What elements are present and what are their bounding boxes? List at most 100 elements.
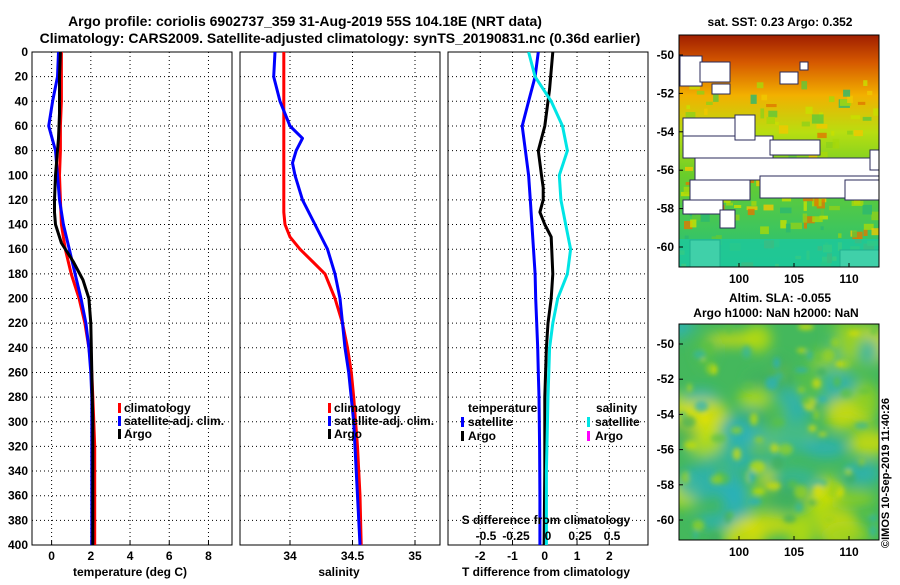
sst-tick-labels: 100 105 110 -50 -52 -54 -56 -58 -60 [657, 48, 859, 286]
y-tick-label: 200 [8, 292, 28, 306]
sla-speck [858, 389, 871, 394]
header-line2: Climatology: CARS2009. Satellite-adjuste… [40, 30, 641, 46]
sst-pixel [696, 90, 705, 95]
map-x-tick-label: 105 [784, 272, 804, 286]
cloud-gap [682, 135, 774, 159]
difference-panel: -2 -1 0 1 2 temperature salinitysatelliteArgo… [447, 51, 649, 579]
sst-pixel [803, 196, 814, 202]
map-y-tick-label: -54 [657, 125, 675, 139]
x-tick-label: 6 [166, 549, 173, 563]
cloud-gap [711, 83, 731, 95]
sst-pixel [685, 112, 696, 121]
sst-pixel [819, 151, 828, 162]
series-line-climatology [282, 52, 363, 545]
x-tick-label: 4 [127, 549, 134, 563]
sst-south-band [679, 239, 879, 267]
sla-blob [743, 325, 772, 353]
map-x-tick-label: 110 [839, 545, 859, 559]
sst-map-frame [678, 34, 880, 268]
sla-speck [816, 496, 823, 507]
sst-map-image [679, 35, 879, 267]
map-y-tick-label: -56 [657, 163, 675, 177]
y-tick-label: 240 [8, 341, 28, 355]
sst-pixel [820, 209, 825, 217]
sst-pixel [839, 99, 852, 106]
sla-speck [730, 426, 743, 435]
temperature-tick-labels: 0 2 4 6 8 [48, 549, 212, 563]
sst-map-panel: sat. SST: 0.23 Argo: 0.352 100 105 110 -50 -… [657, 15, 880, 286]
sst-pixel [851, 200, 864, 206]
cloud-gap [869, 149, 879, 171]
sst-pixel [747, 208, 755, 216]
cloud-gap [799, 61, 809, 71]
sst-pixel [803, 219, 807, 229]
map-y-tick-label: -50 [657, 337, 675, 351]
sla-speck [754, 436, 764, 443]
sla-speck [752, 487, 766, 496]
sst-pixel [746, 206, 758, 211]
y-tick-label: 80 [15, 144, 29, 158]
sla-speck [869, 524, 877, 537]
sla-speck [797, 386, 806, 393]
y-tick-label: 280 [8, 390, 28, 404]
cloud-gap [779, 71, 799, 85]
legend-label: satellite [468, 415, 513, 429]
temperature-grid [32, 51, 232, 546]
cloud-gap [682, 199, 724, 215]
sla-speck [693, 530, 699, 540]
legend-label: satellite [595, 415, 640, 429]
sla-speck [844, 469, 853, 475]
sla-speck [848, 330, 861, 336]
x-tick-label: 2 [87, 549, 94, 563]
legend-swatch [587, 431, 590, 441]
y-tick-label: 300 [8, 415, 28, 429]
sla-speck [800, 396, 812, 405]
x-tick-label: -2 [475, 549, 486, 563]
salinity-diff-tick: -0.5 [476, 529, 497, 543]
sst-pixel [816, 124, 828, 129]
sst-pixel [751, 201, 757, 206]
x-tick-label: -1 [507, 549, 518, 563]
sla-speck [844, 465, 856, 470]
temperature-panel: 0204060801001201401601802002202402602803… [8, 45, 233, 579]
series-line-s-satellite [527, 52, 573, 545]
legend-label: satellite-adj. clim. [334, 414, 434, 428]
legend-title-salinity: salinity [596, 401, 638, 415]
legend-swatch [328, 429, 331, 439]
salinity-panel: 34 34.5 35 salinity climatologysatellite-a… [239, 51, 441, 579]
y-tick-label: 180 [8, 267, 28, 281]
sst-pixel [803, 201, 807, 211]
cloud-gap [719, 209, 736, 229]
sst-pixel [828, 96, 835, 103]
legend-label: climatology [334, 401, 401, 415]
sla-speck [794, 502, 804, 513]
map-x-tick-label: 100 [729, 545, 749, 559]
legend-title-temperature: temperature [468, 401, 538, 415]
sst-pixel [785, 223, 791, 233]
sst-pixel [817, 132, 827, 139]
sla-speck [811, 479, 828, 487]
sst-pixel [801, 121, 810, 127]
sst-pixel [706, 101, 713, 105]
y-tick-label: 260 [8, 365, 28, 379]
sla-speck [687, 383, 692, 392]
sla-speck [788, 373, 793, 385]
sst-pixel [679, 194, 685, 203]
sla-speck [684, 441, 697, 450]
sla-speck [778, 443, 793, 456]
sla-blob [857, 338, 879, 364]
sst-pixel [750, 94, 757, 104]
sst-pixel [863, 229, 868, 236]
difference-tick-labels: -2 -1 0 1 2 [475, 549, 613, 563]
sla-speck [858, 458, 865, 465]
sla-speck [749, 413, 758, 426]
map-y-tick-label: -50 [657, 48, 675, 62]
sla-speck [830, 482, 842, 493]
sla-speck [808, 424, 817, 432]
sla-speck [796, 348, 807, 353]
sst-pixel [685, 166, 693, 171]
sst-pixel [763, 204, 774, 211]
